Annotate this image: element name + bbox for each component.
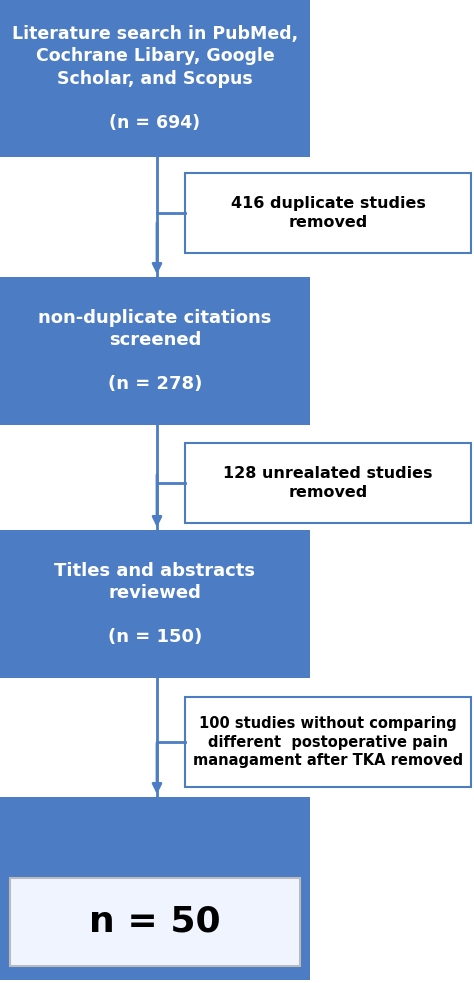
Text: n = 50: n = 50 [89,905,221,939]
Text: studies included: studies included [82,880,228,897]
Text: Literature search in PubMed,
Cochrane Libary, Google
Scholar, and Scopus

(n = 6: Literature search in PubMed, Cochrane Li… [12,26,298,132]
Bar [0,277,310,425]
Bar [0,530,310,678]
Bar [0,0,310,157]
Text: non-duplicate citations
screened

(n = 278): non-duplicate citations screened (n = 27… [38,309,272,393]
Bar [185,697,471,787]
Text: 128 unrealated studies
removed: 128 unrealated studies removed [223,466,433,499]
Bar [185,443,471,523]
Bar [0,797,310,980]
Bar [10,878,300,966]
Text: 100 studies without comparing
different  postoperative pain
managament after TKA: 100 studies without comparing different … [193,716,463,768]
Bar [185,173,471,253]
Text: 416 duplicate studies
removed: 416 duplicate studies removed [230,197,426,230]
Text: Titles and abstracts
reviewed

(n = 150): Titles and abstracts reviewed (n = 150) [55,561,255,646]
